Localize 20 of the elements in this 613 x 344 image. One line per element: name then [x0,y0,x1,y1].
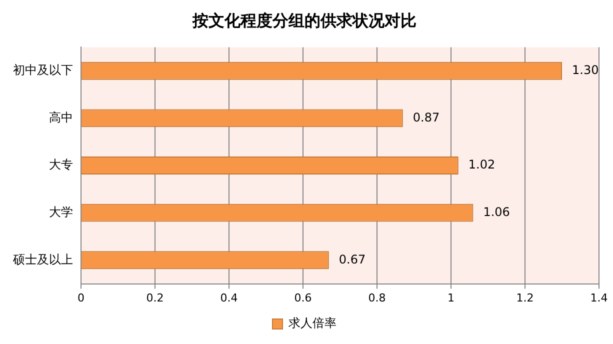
x-tick-label: 1.2 [516,291,534,304]
y-tick-label: 初中及以下 [13,62,73,77]
x-tick-label: 0.8 [368,291,386,304]
y-tick-label: 大学 [49,204,73,219]
legend-label: 求人倍率 [288,316,336,330]
y-tick-label: 大专 [49,158,73,172]
x-tick-label: 0 [78,291,84,304]
x-tick-label: 0.2 [146,291,164,304]
x-tick-label: 0.6 [294,291,312,304]
data-label: 0.87 [412,110,440,124]
y-tick-label: 硕士及以上 [12,252,73,266]
x-tick-label: 1.4 [590,291,608,304]
x-tick-label: 0.4 [220,291,238,304]
chart-title: 按文化程度分组的供求状况对比 [192,10,416,30]
data-label: 1.02 [468,158,496,172]
y-tick-label: 高中 [49,110,73,124]
x-tick-label: 1 [448,291,454,304]
data-label: 0.67 [338,252,366,266]
data-label: 1.30 [572,62,599,77]
data-label: 1.06 [483,204,510,219]
